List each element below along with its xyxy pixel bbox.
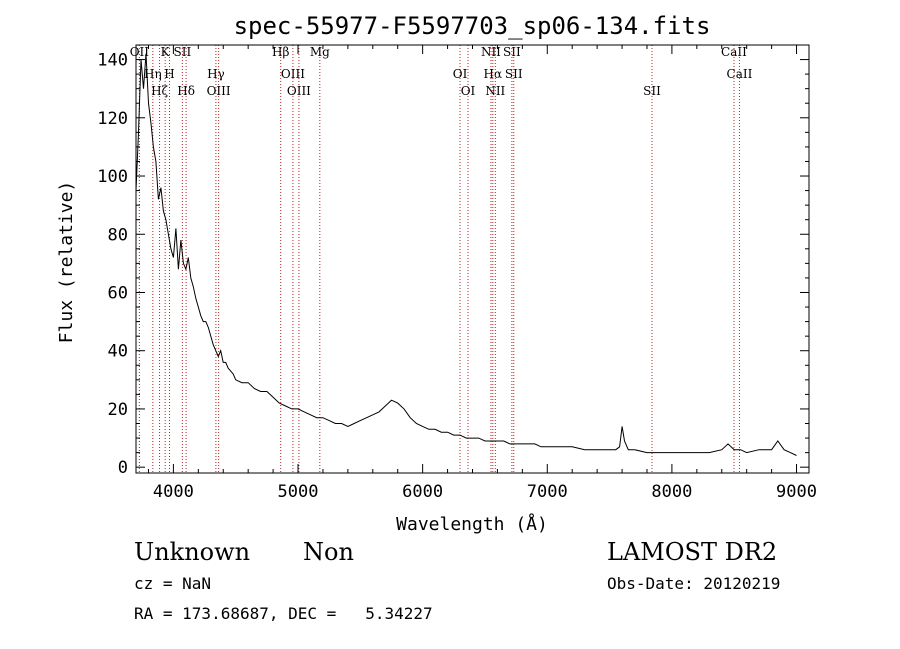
x-tick-label: 6000 (402, 482, 443, 502)
line-marker-label: NII (481, 45, 501, 59)
line-marker-label: Hζ (151, 84, 168, 98)
ra-dec-coordinates: RA = 173.68687, DEC = 5.34227 (134, 604, 433, 623)
y-tick-label: 100 (97, 167, 128, 187)
y-axis: 0 20 40 60 80 100 120 140 (97, 51, 809, 478)
x-tick-label: 5000 (278, 482, 319, 502)
line-marker-label: SII (505, 67, 523, 81)
line-marker-label: OI (453, 67, 468, 81)
chart-title: spec-55977-F5597703_sp06-134.fits (234, 12, 711, 40)
line-marker-label: SII (503, 45, 521, 59)
x-axis-label: Wavelength (Å) (396, 513, 548, 535)
y-tick-label: 140 (97, 51, 128, 71)
y-tick-label: 0 (118, 458, 128, 478)
line-marker-label: SII (174, 45, 192, 59)
line-marker-label: H (164, 67, 174, 81)
y-axis-label: Flux (relative) (56, 181, 77, 344)
object-class: Unknown (134, 538, 251, 566)
line-marker-label: Mg (310, 45, 330, 59)
x-axis: 4000 5000 6000 7000 8000 9000 (147, 45, 817, 502)
observation-date: Obs-Date: 20120219 (607, 574, 781, 593)
line-marker-label: CaII (727, 67, 753, 81)
object-subclass: Non (303, 538, 354, 566)
x-tick-label: 4000 (153, 482, 194, 502)
redshift-cz: cz = NaN (134, 574, 212, 593)
line-marker-label: OII (130, 45, 150, 59)
y-tick-label: 40 (108, 342, 128, 362)
line-marker-label: OIII (281, 67, 305, 81)
line-marker-label: Hη (144, 67, 162, 81)
x-tick-label: 7000 (527, 482, 568, 502)
line-marker-label: Hβ (272, 45, 289, 59)
survey-name: LAMOST DR2 (607, 538, 778, 566)
plot-frame (135, 44, 810, 474)
y-tick-label: 60 (108, 283, 128, 303)
y-tick-label: 80 (108, 225, 128, 245)
line-marker-label: NII (485, 84, 505, 98)
line-marker-label: CaII (721, 45, 747, 59)
x-tick-label: 8000 (651, 482, 692, 502)
line-marker-label: OIII (207, 84, 231, 98)
line-marker-label: OIII (287, 84, 311, 98)
line-marker-label: K (161, 45, 171, 59)
line-marker-label: Hα (484, 67, 503, 81)
spectrum-series (135, 53, 797, 456)
y-tick-label: 120 (97, 109, 128, 129)
line-marker-label: SII (643, 84, 661, 98)
y-tick-label: 20 (108, 400, 128, 420)
line-marker-label: OI (461, 84, 476, 98)
line-marker-label: Hδ (177, 84, 195, 98)
line-marker-label: Hγ (207, 67, 225, 81)
x-tick-label: 9000 (776, 482, 817, 502)
